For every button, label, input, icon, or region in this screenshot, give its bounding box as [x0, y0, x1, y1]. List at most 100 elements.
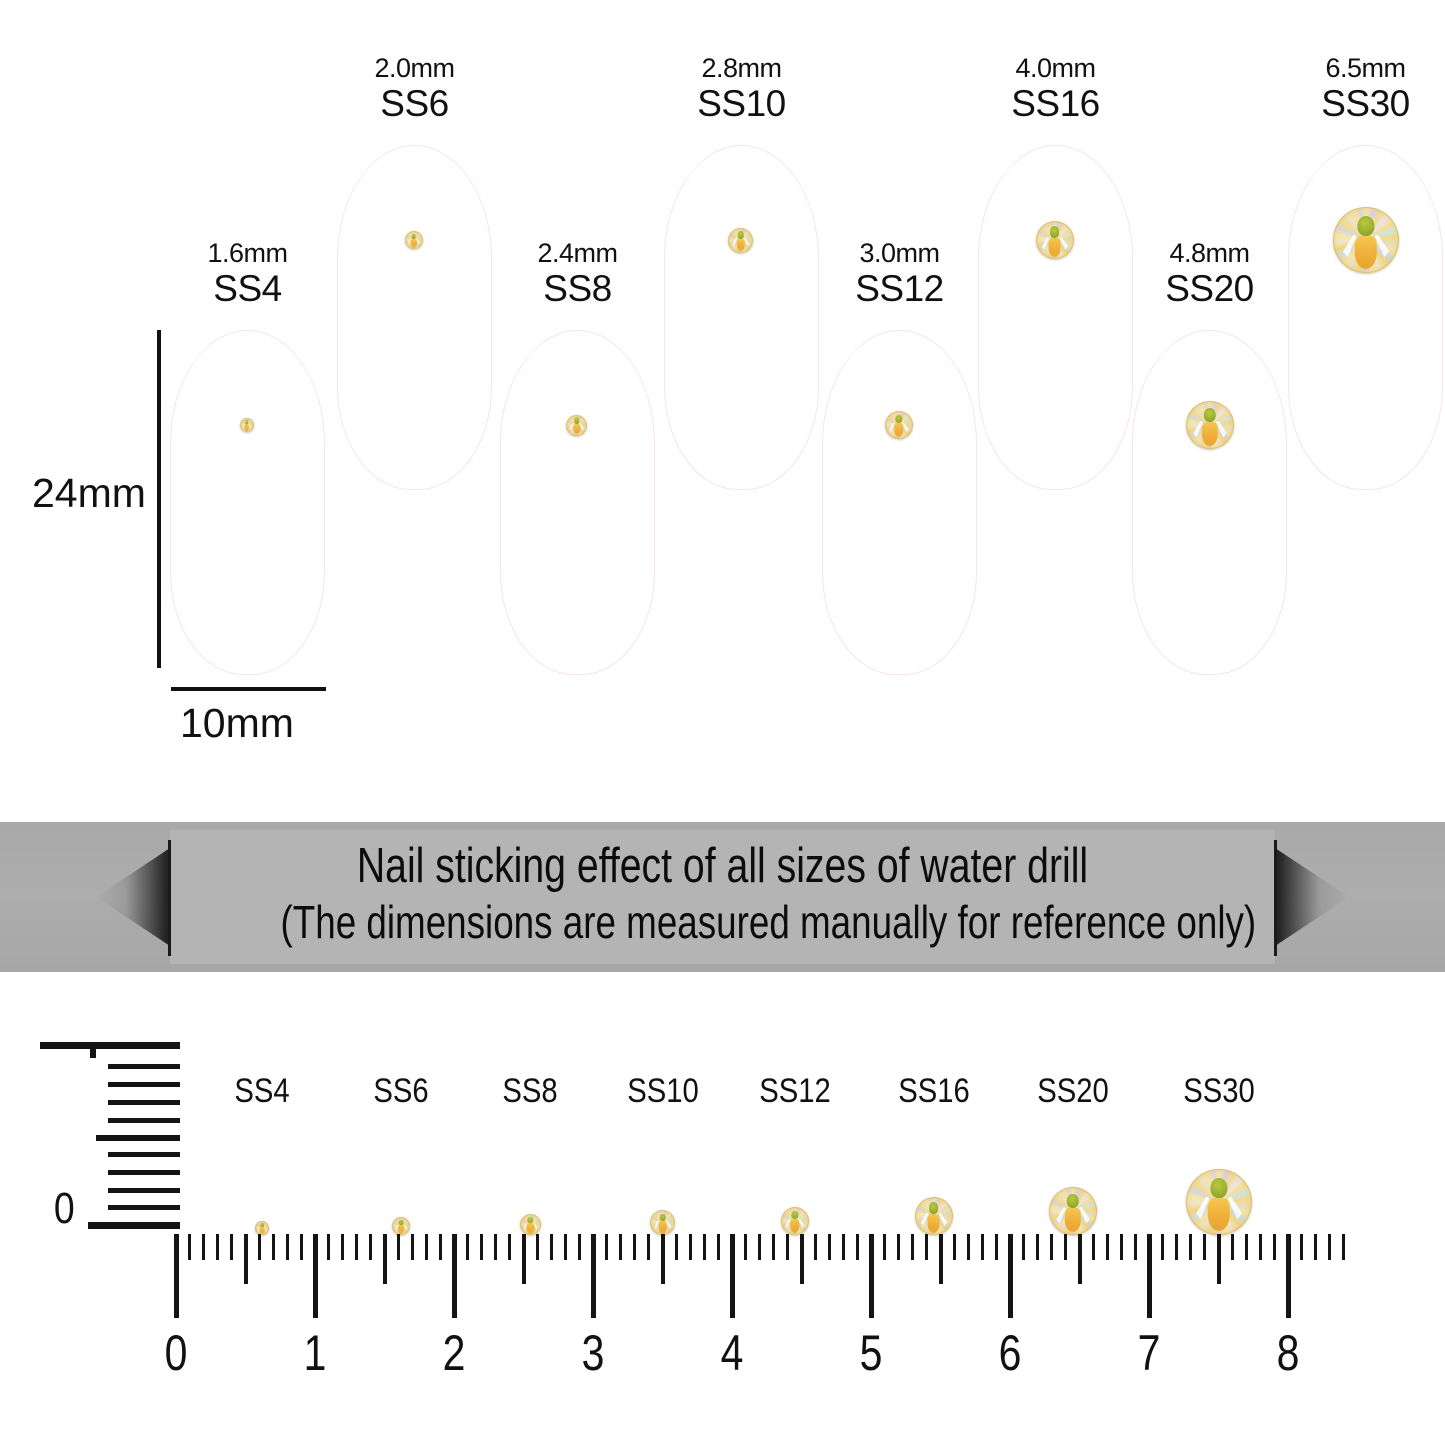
gem-left-ray-facet: [395, 1224, 399, 1231]
rhinestone-ss6-icon: [404, 231, 423, 249]
gem-pavilion-facet: [259, 1227, 265, 1235]
gem-pavilion-facet: [658, 1221, 667, 1234]
gem-right-ray-facet: [798, 1218, 805, 1229]
ruler-tick-minor: [424, 1234, 428, 1260]
ruler-tick-medium: [1216, 1234, 1221, 1284]
ruler-tick-major: [451, 1234, 457, 1318]
ruler-tick-minor: [744, 1234, 748, 1260]
ruler-tick-minor: [633, 1234, 637, 1260]
gem-pavilion-facet: [1207, 1198, 1230, 1232]
rhinestone-ss6-icon: [392, 1217, 411, 1235]
ruler-size-label-ss4: SS4: [234, 1072, 290, 1110]
ruler-tick-minor: [855, 1234, 859, 1260]
rhinestone-ss12-icon: [780, 1207, 809, 1235]
nail-tip: [664, 145, 819, 490]
ruler-tick-minor: [980, 1234, 984, 1260]
vruler-zero-label: 0: [53, 1184, 75, 1233]
ruler-number-8: 8: [1276, 1325, 1300, 1381]
width-guide-line: [171, 687, 326, 691]
nail-ss-label: SS16: [1011, 83, 1100, 124]
ruler-tick-minor: [911, 1234, 915, 1260]
ruler-tick-minor: [257, 1234, 261, 1260]
ruler-tick-medium: [382, 1234, 387, 1284]
ruler-number-6: 6: [998, 1325, 1022, 1381]
ruler-tick-minor: [188, 1234, 192, 1260]
gem-rim: [1186, 401, 1234, 449]
ruler-tick-minor: [355, 1234, 359, 1260]
gem-left-ray-facet: [654, 1220, 659, 1229]
nail-ss-label: SS4: [213, 268, 282, 309]
gem-right-ray-facet: [744, 238, 750, 247]
gem-table-facet: [1066, 1193, 1079, 1209]
ruler-tick-minor: [841, 1234, 845, 1260]
rhinestone-ss4-icon: [255, 1221, 270, 1235]
nail-size-label-ss6: 2.0mm SS6: [325, 53, 505, 123]
ruler-tick-medium: [799, 1234, 804, 1284]
gem-rim: [1036, 221, 1074, 259]
gem-left-ray-facet: [920, 1212, 929, 1226]
nail-tip: [337, 145, 492, 490]
ruler-tick-minor: [758, 1234, 762, 1260]
gem-rim: [1049, 1187, 1097, 1235]
ruler-number-5: 5: [859, 1325, 883, 1381]
ruler-tick-minor: [966, 1234, 970, 1260]
rhinestone-ss16-icon: [1035, 221, 1074, 259]
ruler-tick-minor: [202, 1234, 206, 1260]
ruler-tick-minor: [369, 1234, 373, 1260]
vtick-major-1: [88, 1042, 180, 1049]
gem-rim: [255, 1221, 269, 1235]
ruler-tick-minor: [1105, 1234, 1109, 1260]
nail-size-label-ss4: 1.6mm SS4: [158, 240, 338, 309]
gem-left-ray-facet: [732, 238, 737, 247]
ruler-tick-major: [590, 1234, 596, 1318]
gem-left-ray-facet: [1056, 1207, 1066, 1224]
ruler-tick-minor: [827, 1234, 831, 1260]
gem-rim: [520, 1214, 541, 1235]
ruler-tick-minor: [647, 1234, 651, 1260]
height-guide-line: [157, 330, 161, 668]
nail-ss-label: SS10: [697, 83, 786, 124]
vtick-minor: [108, 1064, 180, 1069]
ruler-tick-minor: [1244, 1234, 1248, 1260]
caption-banner: Nail sticking effect of all sizes of wat…: [0, 822, 1445, 972]
ruler-tick-medium: [1077, 1234, 1082, 1284]
nail-ss-label: SS30: [1321, 83, 1410, 124]
gem-pavilion-facet: [736, 238, 745, 251]
gem-left-ray-facet: [241, 423, 245, 429]
gem-rim: [650, 1210, 675, 1235]
vtick-minor: [108, 1100, 180, 1105]
ruler-tick-minor: [1189, 1234, 1193, 1260]
nail-tip: [500, 330, 655, 675]
height-measure-label: 24mm: [32, 470, 146, 516]
banner-panel: [170, 830, 1275, 964]
ruler-tick-minor: [1230, 1234, 1234, 1260]
ruler-tick-major: [729, 1234, 735, 1318]
gem-table-facet: [1356, 216, 1375, 237]
ruler-tick-minor: [1050, 1234, 1054, 1260]
ruler-tick-minor: [285, 1234, 289, 1260]
ruler-tick-minor: [327, 1234, 331, 1260]
nail-mm-label: 2.0mm: [374, 53, 455, 83]
vtick-minor: [108, 1152, 180, 1157]
ruler-tick-major: [1285, 1234, 1291, 1318]
ruler-tick-medium: [660, 1234, 665, 1284]
ruler-tick-minor: [1342, 1234, 1346, 1260]
nail-mm-label: 4.0mm: [1015, 53, 1096, 83]
gem-left-ray-facet: [523, 1222, 528, 1230]
rhinestone-ss4-icon: [239, 418, 254, 432]
gem-pavilion-facet: [1064, 1208, 1081, 1233]
gem-rim: [566, 415, 587, 436]
gem-rim: [392, 1217, 410, 1235]
ruler-tick-minor: [1272, 1234, 1276, 1260]
gem-right-ray-facet: [1079, 1207, 1090, 1224]
ruler-tick-minor: [494, 1234, 498, 1260]
gem-left-ray-facet: [1041, 236, 1050, 250]
rhinestone-ss8-icon: [519, 1214, 541, 1235]
ruler-tick-minor: [341, 1234, 345, 1260]
ruler-tick-minor: [216, 1234, 220, 1260]
gem-pavilion-facet: [1201, 422, 1218, 447]
ruler-tick-minor: [605, 1234, 609, 1260]
gem-rim: [781, 1207, 809, 1235]
nail-tip: [822, 330, 977, 675]
nail-size-label-ss16: 4.0mm SS16: [966, 53, 1146, 124]
